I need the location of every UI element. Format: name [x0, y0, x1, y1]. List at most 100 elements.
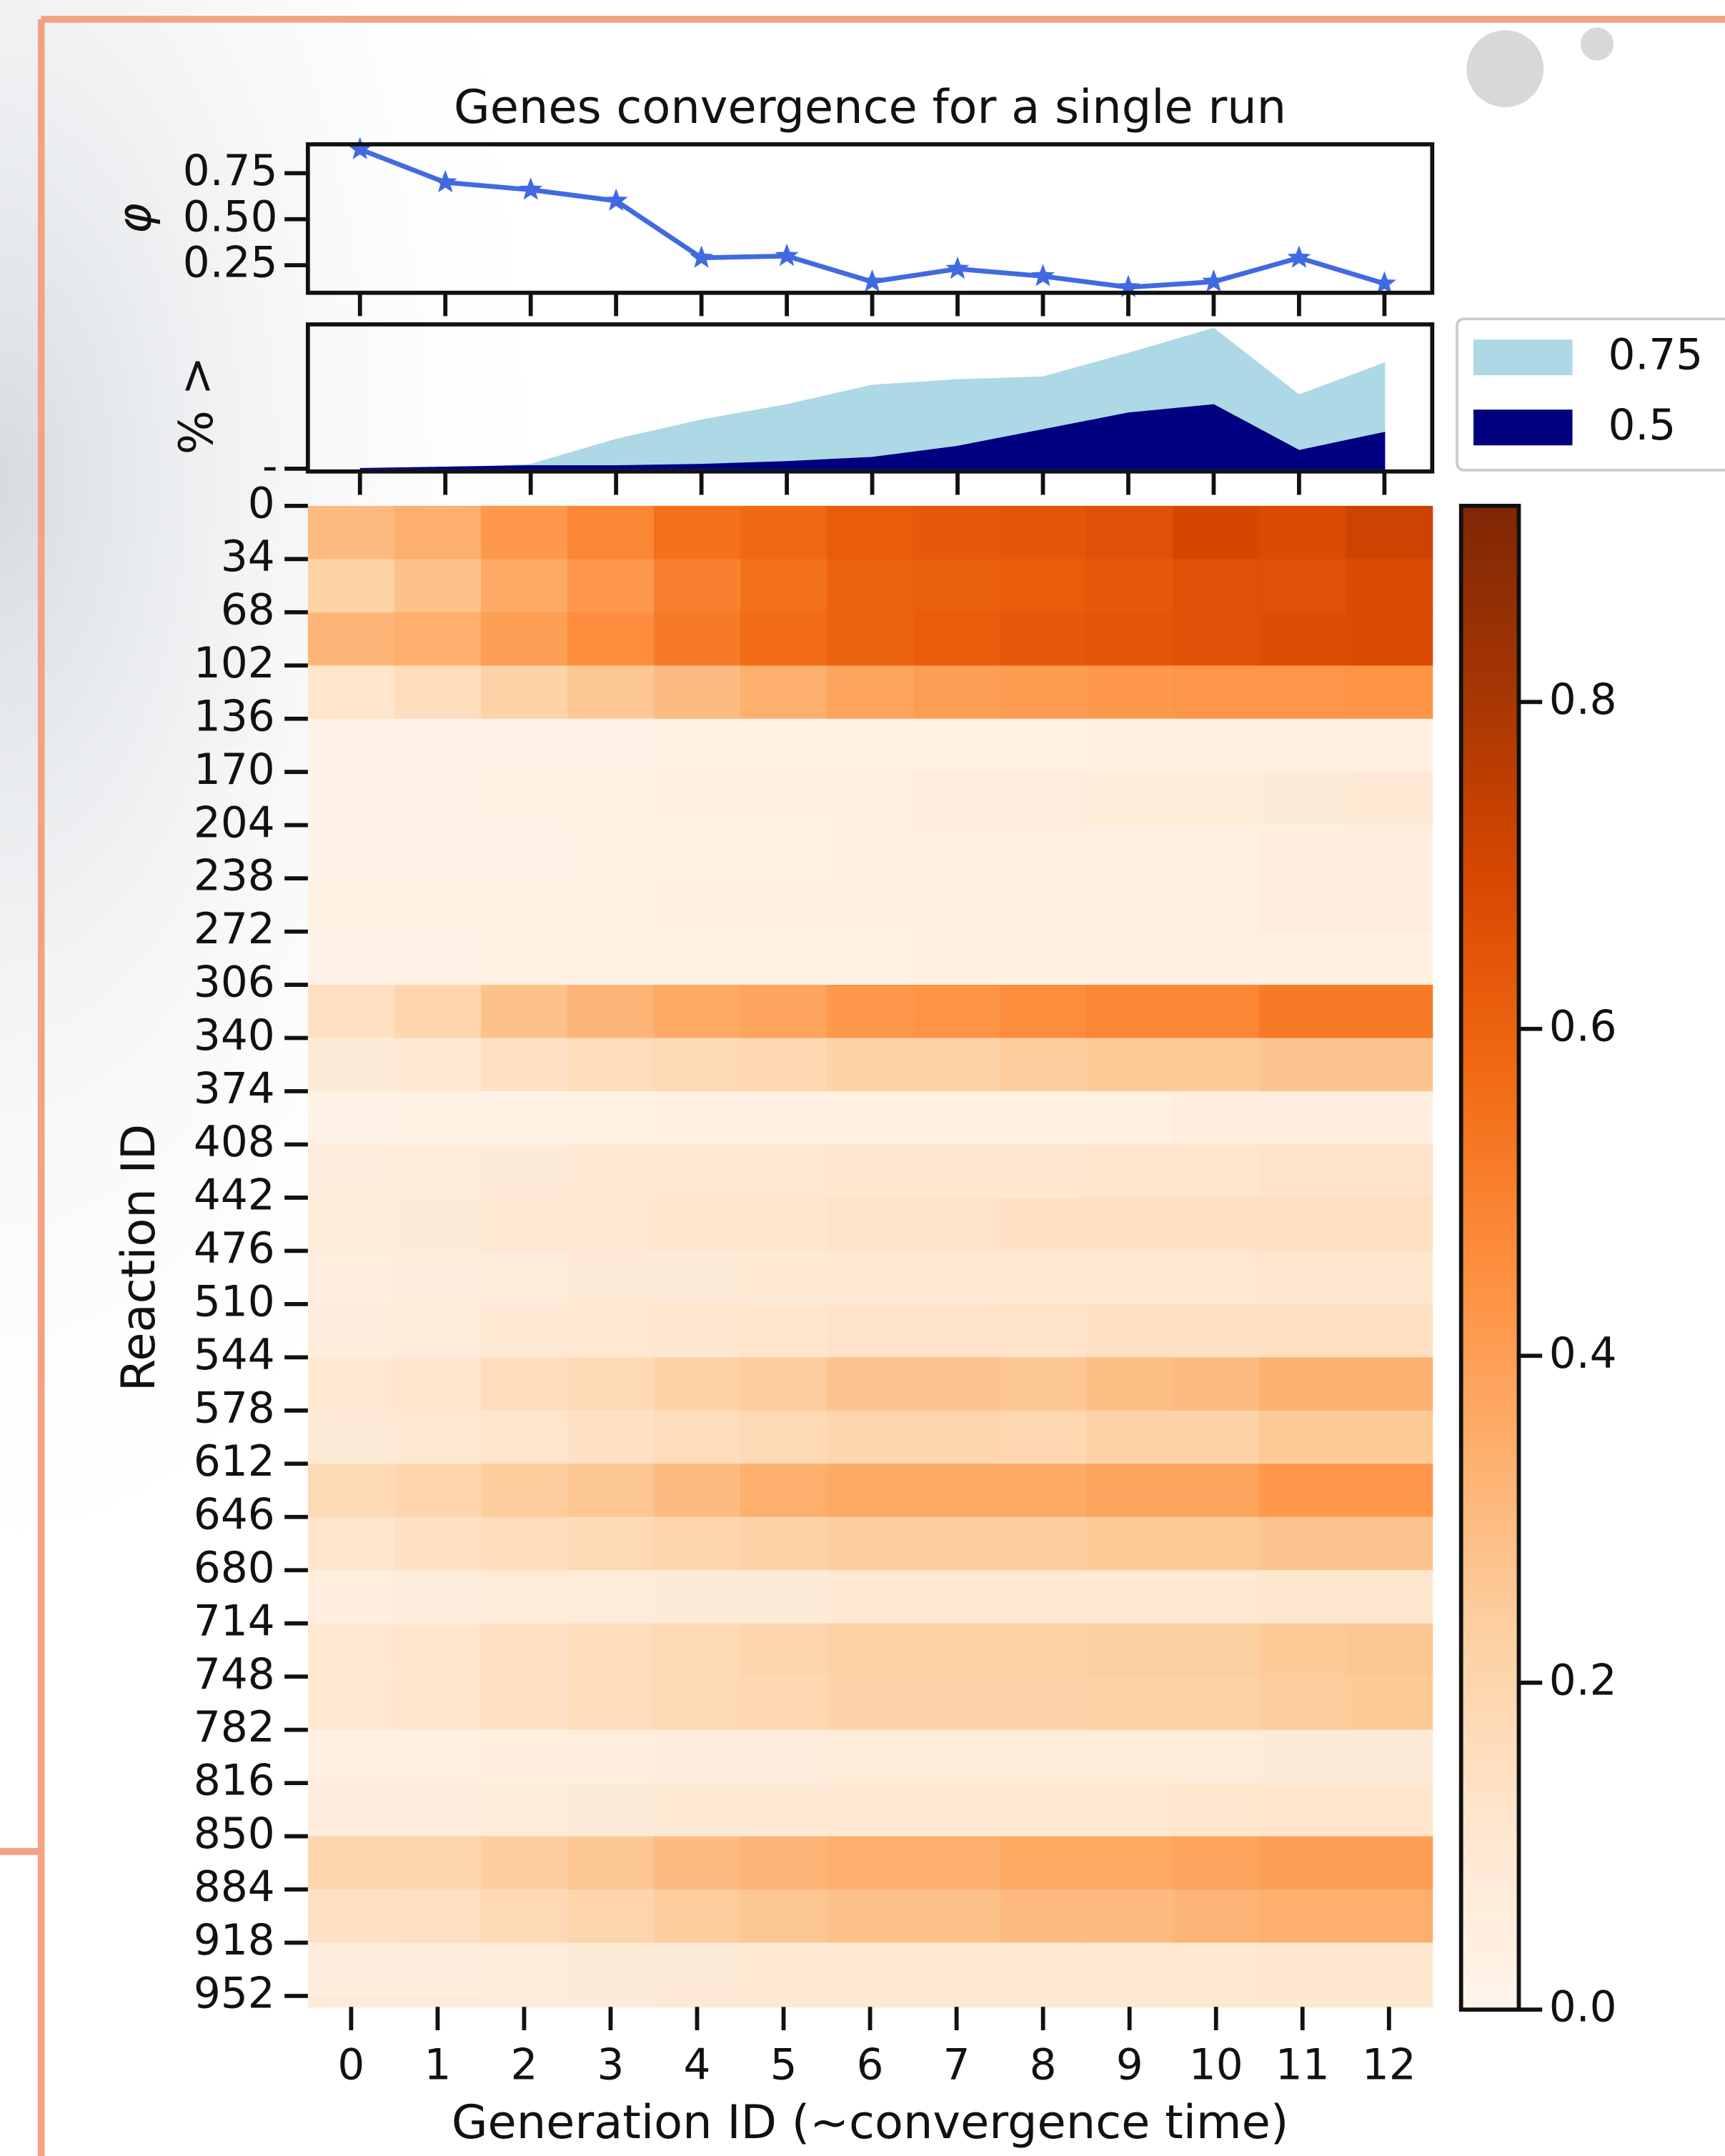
heatmap-cell	[1173, 1995, 1261, 2008]
heatmap-cell	[1086, 985, 1174, 1039]
heatmap-cell	[567, 1570, 655, 1624]
x-tick-label: 10	[1189, 2041, 1243, 2090]
heatmap-cell	[1346, 1623, 1433, 1678]
heatmap-cell	[827, 559, 915, 613]
heatmap-cell	[1000, 665, 1088, 720]
heatmap-cell	[827, 1889, 915, 1944]
heatmap-cell	[740, 1570, 828, 1624]
heatmap-cell	[827, 1516, 915, 1571]
heatmap-cell	[394, 1197, 482, 1252]
heatmap-cell	[740, 985, 828, 1039]
heatmap-cell	[1346, 1783, 1433, 1837]
y-tick-label: 408	[194, 1118, 275, 1167]
heatmap-cell	[480, 1783, 568, 1837]
heatmap-cell	[1086, 1197, 1174, 1252]
heatmap-cell	[307, 1623, 395, 1678]
heatmap-cell	[394, 1251, 482, 1305]
heatmap-cell	[1000, 1410, 1088, 1465]
heatmap-cell	[394, 1464, 482, 1518]
data-point	[1372, 271, 1396, 294]
heatmap-cell	[307, 612, 395, 667]
heatmap-cell	[307, 1303, 395, 1358]
heatmap-cell	[480, 505, 568, 560]
y-tick-label: 816	[194, 1757, 275, 1806]
heatmap-cell	[1346, 1942, 1433, 1997]
heatmap-cell	[913, 1889, 1001, 1944]
y-tick-label: 510	[194, 1277, 275, 1326]
heatmap-cell	[1346, 1410, 1433, 1465]
heatmap-cell	[307, 931, 395, 986]
heatmap-cell	[480, 1995, 568, 2008]
heatmap-cell	[307, 1783, 395, 1837]
heatmap-cell	[1346, 559, 1433, 613]
heatmap-cell	[827, 1410, 915, 1465]
heatmap-cell	[1259, 1410, 1347, 1465]
heatmap-cell	[1173, 1942, 1261, 1997]
heatmap-cell	[740, 825, 828, 880]
data-point	[690, 245, 714, 268]
heatmap-cell	[567, 985, 655, 1039]
heatmap-cell	[1173, 1570, 1261, 1624]
heatmap-cell	[1086, 612, 1174, 667]
heatmap-cell	[1346, 1516, 1433, 1571]
heatmap-cell	[1346, 665, 1433, 720]
data-point	[433, 169, 457, 193]
heatmap-cell	[913, 1942, 1001, 1997]
data-point	[348, 136, 372, 159]
heatmap-cell	[1000, 1251, 1088, 1305]
heatmap-cell	[567, 1197, 655, 1252]
heatmap-cell	[653, 559, 741, 613]
heatmap-cell	[1086, 1676, 1174, 1731]
heatmap-cell	[1000, 1303, 1088, 1358]
background-decor	[1466, 30, 1544, 108]
heatmap-cell	[653, 825, 741, 880]
x-tick-label: 8	[1030, 2041, 1057, 2090]
heatmap-cell	[307, 1197, 395, 1252]
heatmap-cell	[1259, 1144, 1347, 1198]
heatmap-cell	[1346, 1836, 1433, 1890]
heatmap-cell	[394, 1516, 482, 1571]
heatmap-cell	[653, 1942, 741, 1997]
heatmap-cell	[567, 718, 655, 773]
heatmap-cell	[740, 1464, 828, 1518]
area	[359, 404, 1386, 470]
heatmap-cell	[394, 1091, 482, 1146]
heatmap-cell	[653, 1357, 741, 1411]
heatmap-cell	[1259, 1676, 1347, 1731]
heatmap-cell	[913, 985, 1001, 1039]
heatmap-cell	[394, 1303, 482, 1358]
heatmap-cell	[913, 1038, 1001, 1092]
y-tick-label: 918	[194, 1916, 275, 1965]
y-tick-label: 68	[221, 585, 275, 635]
x-tick-label: 3	[597, 2041, 625, 2090]
heatmap-cell	[480, 1623, 568, 1678]
heatmap-cell	[567, 1091, 655, 1146]
y-tick-label: 0.50	[183, 192, 278, 242]
heatmap-cell	[307, 559, 395, 613]
heatmap-cell	[1346, 1464, 1433, 1518]
heatmap-cell	[827, 1995, 915, 2008]
heatmap-cell	[653, 1251, 741, 1305]
heatmap-cell	[1086, 665, 1174, 720]
heatmap-cell	[1000, 1623, 1088, 1678]
heatmap-cell	[1346, 1197, 1433, 1252]
heatmap-cell	[1346, 1303, 1433, 1358]
heatmap-cell	[394, 1942, 482, 1997]
heatmap-cell	[567, 1676, 655, 1731]
heatmap-cell	[913, 1091, 1001, 1146]
y-tick-label: 170	[194, 745, 275, 795]
legend-label: 0.75	[1608, 331, 1703, 380]
heatmap-cell	[1086, 1303, 1174, 1358]
heatmap-cell	[307, 825, 395, 880]
heatmap-cell	[1000, 931, 1088, 986]
heatmap-cell	[394, 1836, 482, 1890]
data-point	[1287, 245, 1311, 268]
heatmap-cell	[1086, 1783, 1174, 1837]
heatmap-cell	[1000, 1144, 1088, 1198]
heatmap-cell	[1173, 1623, 1261, 1678]
heatmap-cell	[913, 1623, 1001, 1678]
heatmap-cell	[913, 505, 1001, 560]
heatmap-cell	[1259, 718, 1347, 773]
heatmap-cells	[307, 505, 1433, 2008]
heatmap-cell	[480, 878, 568, 933]
